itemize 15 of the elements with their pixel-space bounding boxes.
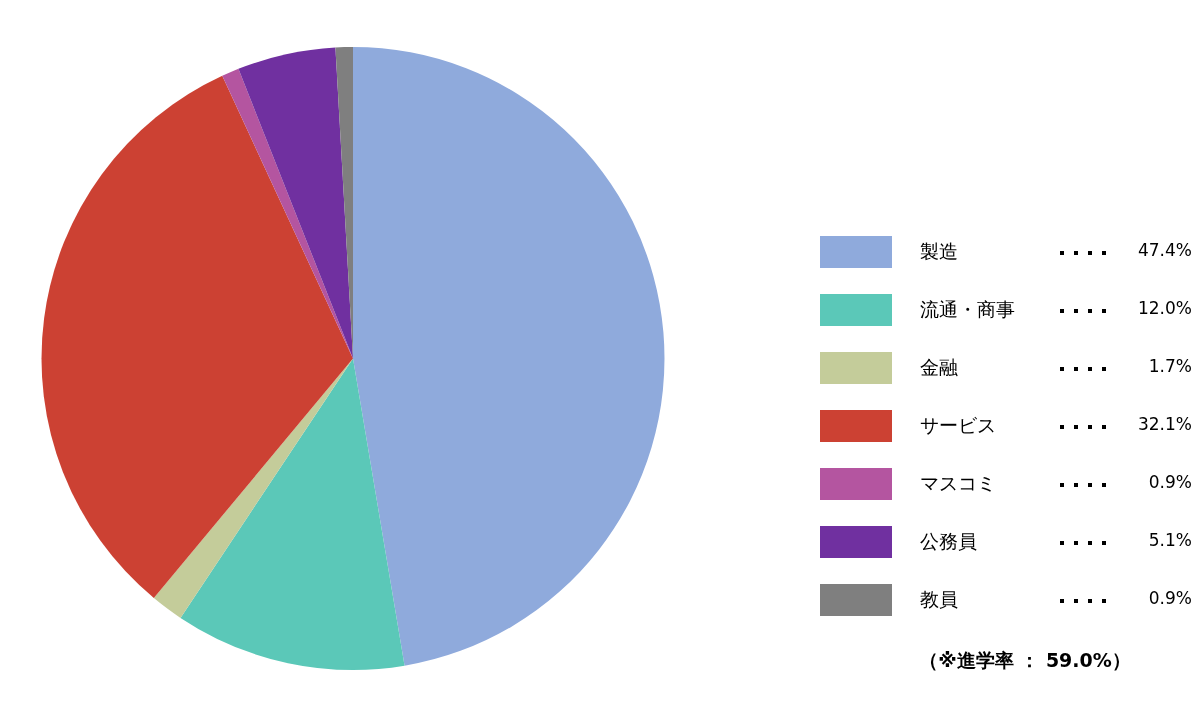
legend-label: マスコミ [920,471,996,496]
data-label: 0.9% [1148,588,1192,608]
data-label: 0.9% [1148,472,1192,492]
data-label: 47.4% [1137,240,1192,260]
data-label: 1.7% [1148,356,1192,376]
text: （※進学率 ： 59.0%） [918,648,1132,673]
legend-label: 金融 [920,355,958,380]
legend-label: 教員 [920,587,958,612]
data-label: 32.1% [1137,414,1192,434]
legend-label: 流通・商事 [920,297,1015,322]
data-label: 5.1% [1148,530,1192,550]
legend-label: 製造 [920,239,958,264]
legend-label: 公務員 [920,529,977,554]
legend-label: サービス [920,413,996,438]
data-label: 12.0% [1137,298,1192,318]
